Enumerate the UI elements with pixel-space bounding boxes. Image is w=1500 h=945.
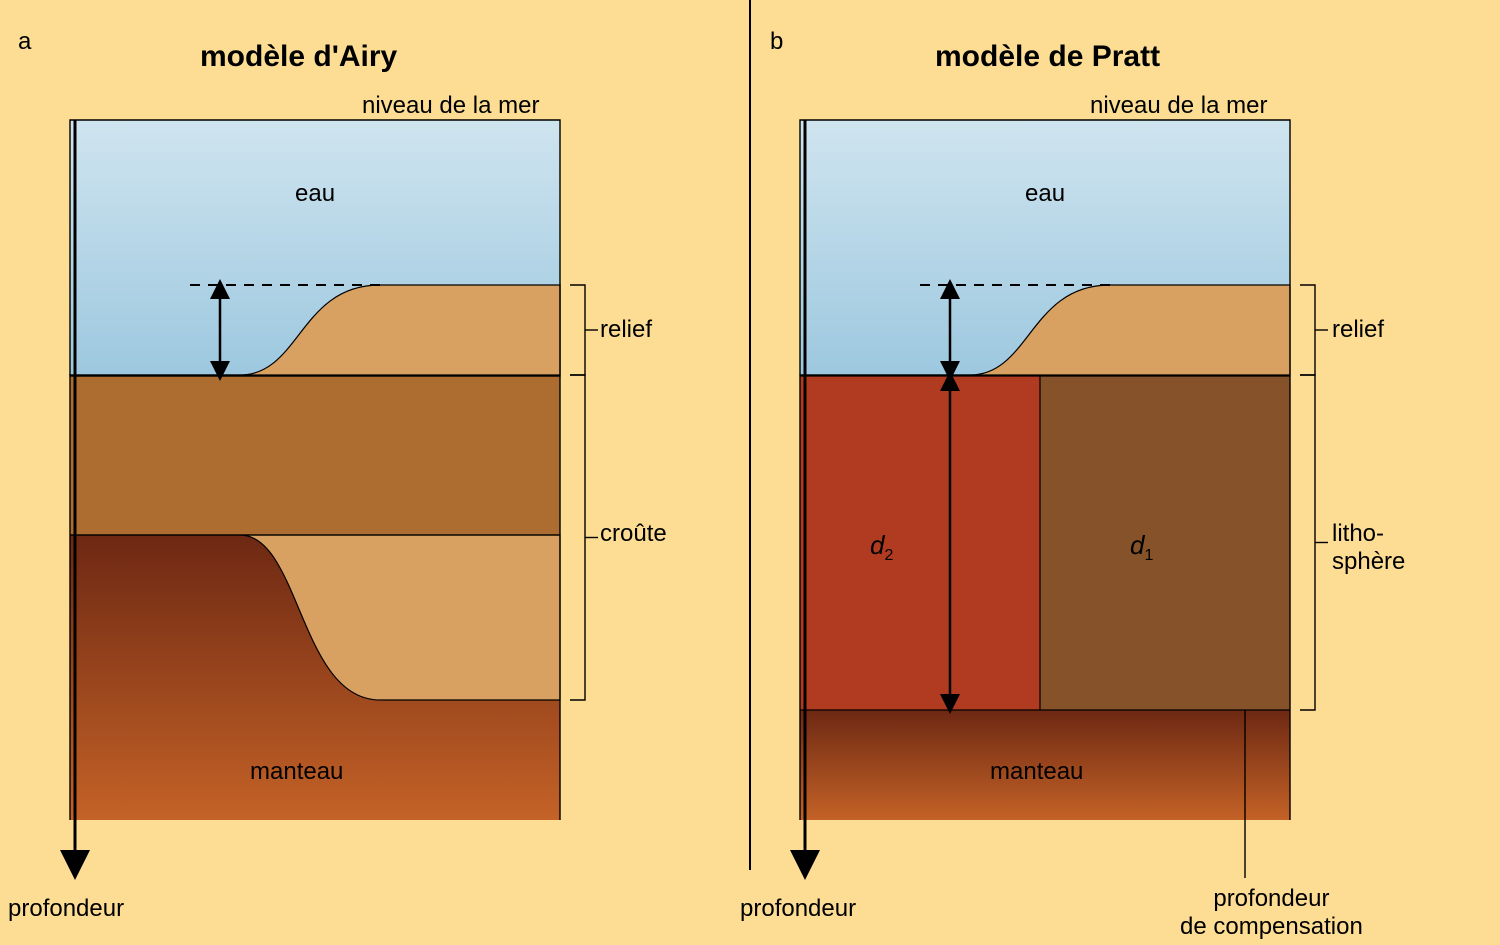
panel-a-title: modèle d'Airy [200, 40, 397, 74]
panel-b-letter: b [770, 28, 783, 56]
croute-label: croûte [600, 520, 667, 548]
d1-label: d1 [1130, 530, 1153, 565]
litho-label: litho- sphère [1332, 520, 1405, 576]
sea-level-label-a: niveau de la mer [362, 92, 539, 120]
water-label-b: eau [1025, 180, 1065, 208]
panel-a-letter: a [18, 28, 31, 56]
profondeur-label-a: profondeur [8, 895, 124, 923]
diagram-svg [0, 0, 1500, 945]
manteau-label-b: manteau [990, 758, 1083, 786]
diagram-canvas: a b modèle d'Airy modèle de Pratt niveau… [0, 0, 1500, 945]
panel-b-title: modèle de Pratt [935, 40, 1160, 74]
manteau-label-a: manteau [250, 758, 343, 786]
d2-label: d2 [870, 530, 893, 565]
water-label-a: eau [295, 180, 335, 208]
relief-label-b: relief [1332, 316, 1384, 344]
prof-compensation-label: profondeur de compensation [1180, 885, 1363, 941]
relief-label-a: relief [600, 316, 652, 344]
profondeur-label-b: profondeur [740, 895, 856, 923]
sea-level-label-b: niveau de la mer [1090, 92, 1267, 120]
